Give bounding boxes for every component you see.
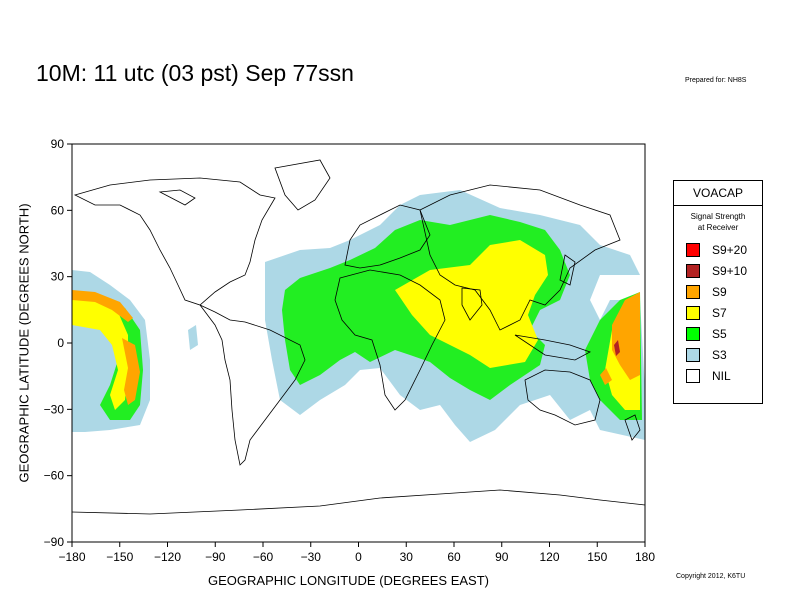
- x-tick-label: 60: [447, 550, 461, 564]
- x-tick-label: −120: [154, 550, 181, 564]
- y-axis: 90 60 30 0 −30 −60 −90: [44, 137, 72, 549]
- x-axis-label: GEOGRAPHIC LONGITUDE (DEGREES EAST): [208, 573, 489, 588]
- legend-label: S9+10: [712, 263, 748, 278]
- x-tick-label: −150: [106, 550, 133, 564]
- legend-item: S5: [674, 323, 762, 344]
- legend-label: S7: [712, 305, 727, 320]
- legend-item: S9+20: [674, 239, 762, 260]
- x-tick-label: −60: [253, 550, 274, 564]
- y-tick-label: −90: [44, 535, 65, 549]
- x-tick-label: 30: [400, 550, 414, 564]
- legend-item: S9: [674, 281, 762, 302]
- y-tick-label: 30: [51, 270, 65, 284]
- legend-item: S9+10: [674, 260, 762, 281]
- legend-swatch: [686, 347, 700, 362]
- legend-swatch: [686, 284, 700, 299]
- legend-label: S9+20: [712, 242, 748, 257]
- x-tick-label: −30: [301, 550, 322, 564]
- legend-swatch: [686, 242, 700, 257]
- legend-item: NIL: [674, 365, 762, 386]
- legend-items: S9+20 S9+10 S9 S7 S5 S3 NIL: [674, 239, 762, 386]
- x-axis: −180 −150 −120 −90 −60 −30 0 30 60 90 120 150 180: [58, 542, 655, 564]
- x-tick-label: 90: [495, 550, 509, 564]
- prepared-for-note: Prepared for: NH8S: [685, 77, 747, 84]
- legend-swatch: [686, 263, 700, 278]
- copyright-note: Copyright 2012, K6TU: [676, 573, 746, 580]
- x-tick-label: 150: [587, 550, 607, 564]
- legend-label: NIL: [712, 368, 731, 383]
- legend-swatch: [686, 368, 700, 383]
- legend-swatch: [686, 326, 700, 341]
- coastlines: [71, 159, 646, 515]
- s9plus10-coverage: [614, 340, 620, 356]
- y-tick-label: 60: [51, 203, 65, 217]
- legend-label: S3: [712, 347, 727, 362]
- legend-item: S7: [674, 302, 762, 323]
- x-tick-label: 180: [635, 550, 655, 564]
- s9-coverage: [72, 290, 640, 405]
- legend-subtitle-line2: at Receiver: [697, 223, 739, 232]
- y-tick-label: 90: [51, 137, 65, 151]
- x-tick-label: 120: [539, 550, 559, 564]
- y-tick-label: −30: [44, 402, 65, 416]
- y-axis-label: GEOGRAPHIC LATITUDE (DEGREES NORTH): [16, 203, 32, 483]
- x-tick-label: −180: [58, 550, 85, 564]
- legend-swatch: [686, 305, 700, 320]
- legend-box: VOACAP Signal Strength at Receiver S9+20…: [673, 180, 763, 404]
- x-tick-label: −90: [205, 550, 226, 564]
- legend-subtitle: Signal Strength at Receiver: [674, 211, 762, 233]
- y-tick-label: 0: [57, 336, 64, 350]
- legend-item: S3: [674, 344, 762, 365]
- legend-subtitle-line1: Signal Strength: [690, 212, 746, 221]
- map-title: 10M: 11 utc (03 pst) Sep 77ssn: [36, 60, 354, 86]
- legend-label: S9: [712, 284, 727, 299]
- legend-title: VOACAP: [674, 181, 762, 206]
- x-tick-label: 0: [355, 550, 362, 564]
- legend-label: S5: [712, 326, 727, 341]
- y-tick-label: −60: [44, 469, 65, 483]
